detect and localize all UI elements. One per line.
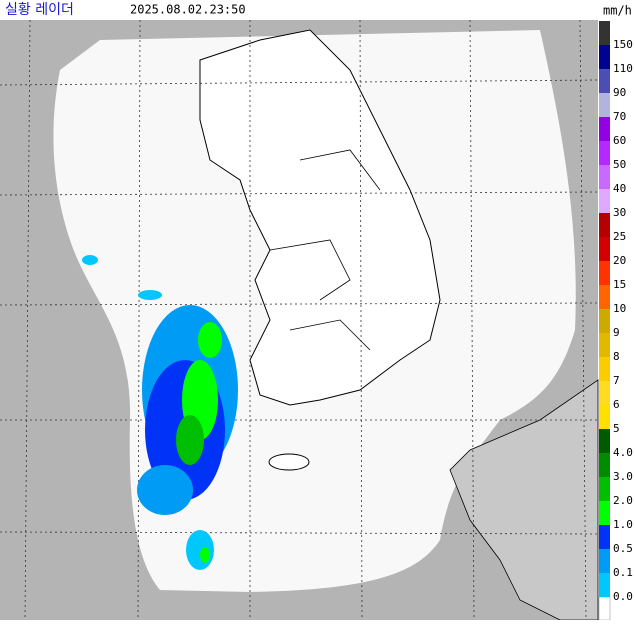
legend-swatch <box>599 117 610 141</box>
map <box>0 19 599 621</box>
legend-label: 25 <box>613 230 626 243</box>
legend-swatch <box>599 453 610 477</box>
legend-swatch <box>599 69 610 93</box>
legend-swatch <box>599 141 610 165</box>
legend-swatch <box>599 333 610 357</box>
legend-label: 3.0 <box>613 470 633 483</box>
legend-label: 90 <box>613 86 626 99</box>
legend-label: 70 <box>613 110 626 123</box>
legend-swatch <box>599 237 610 261</box>
legend-swatch <box>599 213 610 237</box>
legend-label: 4.0 <box>613 446 633 459</box>
legend-swatch <box>599 501 610 525</box>
legend-label: 5 <box>613 422 620 435</box>
legend-swatch <box>599 309 610 333</box>
province-borders <box>269 149 381 351</box>
legend-swatch <box>599 573 610 597</box>
legend-label: 20 <box>613 254 626 267</box>
precipitation <box>82 255 238 570</box>
legend-label: 9 <box>613 326 620 339</box>
legend-label: 2.0 <box>613 494 633 507</box>
legend-label: 1.0 <box>613 518 633 531</box>
legend-label: 10 <box>613 302 626 315</box>
legend-label: 7 <box>613 374 620 387</box>
legend-swatch <box>599 165 610 189</box>
peninsula <box>199 29 441 406</box>
legend-label: 60 <box>613 134 626 147</box>
legend-swatch <box>599 477 610 501</box>
legend-swatch <box>599 189 610 213</box>
legend-swatch <box>599 381 610 405</box>
legend-label: 8 <box>613 350 620 363</box>
legend-label: 15 <box>613 278 626 291</box>
unit: mm/h <box>603 4 632 18</box>
legend-swatch <box>599 549 610 573</box>
jeju <box>268 453 310 471</box>
legend-label: 0.0 <box>613 590 633 603</box>
legend-label: 6 <box>613 398 620 411</box>
legend-label: 0.1 <box>613 566 633 579</box>
legend-swatch <box>599 285 610 309</box>
grid <box>0 19 599 621</box>
legend-label: 150 <box>613 38 633 51</box>
legend-swatch <box>599 357 610 381</box>
legend-swatch <box>599 525 610 549</box>
legend: 150 110 90 70 60 50 40 30 25 20 15 10 9 8 7 6 5 4.0 3.0 2.0… <box>598 21 633 621</box>
legend-label: 110 <box>613 62 633 75</box>
timestamp: 2025.08.02.23:50 <box>130 3 246 17</box>
header-bar <box>0 0 635 20</box>
legend-swatch <box>599 93 610 117</box>
title: 실황 레이더 <box>5 2 74 18</box>
legend-swatch <box>599 21 610 45</box>
legend-label: 50 <box>613 158 626 171</box>
legend-label: 40 <box>613 182 626 195</box>
legend-swatch <box>599 45 610 69</box>
legend-swatch <box>599 405 610 429</box>
legend-label: 30 <box>613 206 626 219</box>
legend-label: 0.5 <box>613 542 633 555</box>
legend-bar-bottom <box>598 596 611 621</box>
legend-swatch <box>599 429 610 453</box>
legend-swatch <box>599 261 610 285</box>
